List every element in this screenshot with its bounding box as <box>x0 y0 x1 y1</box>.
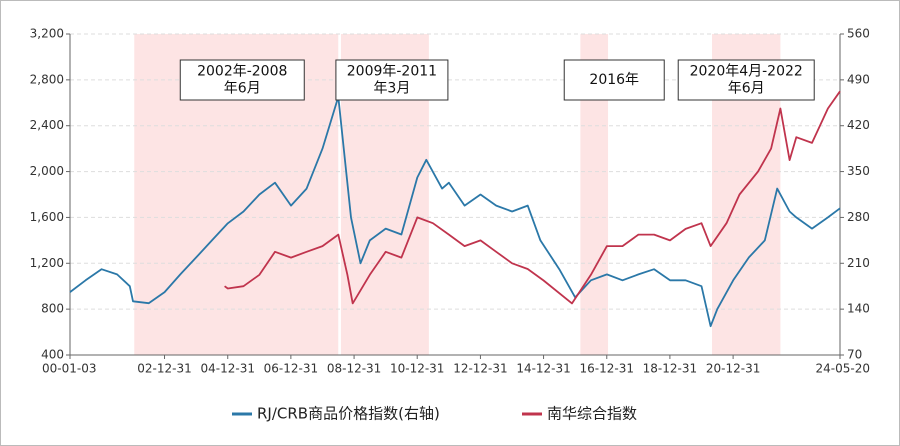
y-tick-label: 3,200 <box>30 27 64 41</box>
x-tick-label: 06-12-31 <box>264 362 318 376</box>
annotation-text: 2002年-2008 <box>197 64 287 80</box>
y-tick-label: 2,000 <box>30 164 64 178</box>
legend-label: RJ/CRB商品价格指数(右轴) <box>257 405 440 423</box>
x-tick-label: 02-12-31 <box>137 362 191 376</box>
y-tick-label: 2,800 <box>30 72 64 86</box>
legend-label: 南华综合指数 <box>547 405 637 423</box>
y2-tick-label: 210 <box>847 256 870 270</box>
x-tick-label: 20-12-31 <box>706 362 760 376</box>
x-tick-label: 24-05-20 <box>816 362 870 376</box>
annotation-text: 年6月 <box>224 81 261 97</box>
series-line <box>69 96 841 328</box>
x-tick-label: 04-12-31 <box>201 362 255 376</box>
x-tick-label: 00-01-03 <box>42 362 96 376</box>
y2-tick-label: 280 <box>847 210 870 224</box>
annotation-text: 2009年-2011 <box>347 64 437 80</box>
y2-tick-label: 420 <box>847 118 870 132</box>
y2-tick-label: 490 <box>847 72 870 86</box>
annotation-text: 2016年 <box>589 72 639 88</box>
y2-tick-label: 560 <box>847 27 870 41</box>
y2-tick-label: 350 <box>847 164 870 178</box>
x-tick-label: 14-12-31 <box>516 362 570 376</box>
x-tick-label: 08-12-31 <box>327 362 381 376</box>
annotation-text: 年6月 <box>728 81 765 97</box>
annotation-box <box>335 59 449 101</box>
y2-tick-label: 70 <box>847 348 862 362</box>
y-tick-label: 2,400 <box>30 118 64 132</box>
y2-tick-label: 140 <box>847 302 870 316</box>
annotation-text: 年3月 <box>373 81 410 97</box>
y-tick-label: 800 <box>41 302 64 316</box>
x-tick-label: 10-12-31 <box>390 362 444 376</box>
y-tick-label: 1,200 <box>30 256 64 270</box>
x-tick-label: 18-12-31 <box>643 362 697 376</box>
x-tick-label: 12-12-31 <box>453 362 507 376</box>
y-tick-label: 1,600 <box>30 210 64 224</box>
series-line <box>224 90 841 305</box>
x-tick-label: 16-12-31 <box>580 362 634 376</box>
y-tick-label: 400 <box>41 348 64 362</box>
annotation-box <box>677 59 815 101</box>
annotation-box <box>563 59 665 101</box>
annotation-box <box>179 59 305 101</box>
annotation-text: 2020年4月-2022 <box>690 64 803 80</box>
